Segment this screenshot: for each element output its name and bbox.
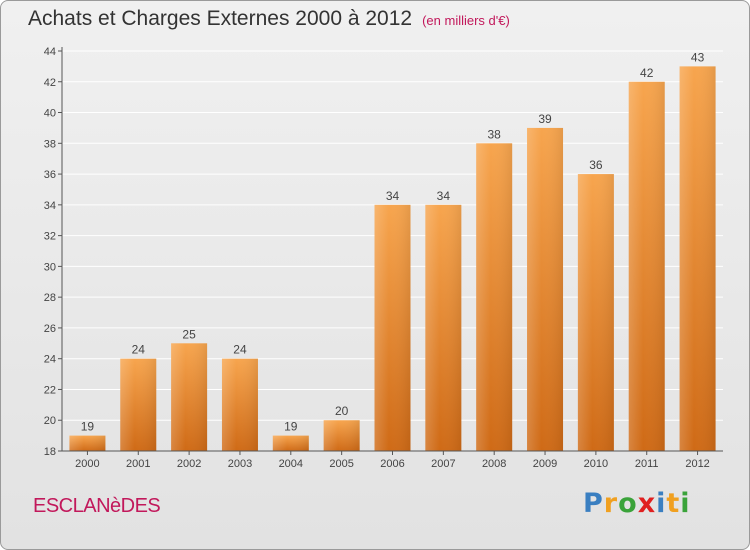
value-label-2005: 20 [335,404,349,418]
logo-letter: i [656,488,667,519]
logo-letter: o [618,488,638,519]
bar-shine-2001 [120,358,157,451]
y-tick-label-28: 28 [44,292,56,304]
logo-letter: i [680,488,691,519]
logo-letter: t [666,488,681,519]
y-tick-label-44: 44 [44,46,56,58]
y-tick-label-20: 20 [44,415,56,427]
y-tick-label-40: 40 [44,108,56,120]
x-tick-label-2009: 2009 [533,458,557,470]
bar-shine-2005 [323,420,360,451]
x-tick-label-2011: 2011 [635,458,659,470]
bar-shine-2008 [476,143,513,452]
value-label-2011: 42 [640,66,654,80]
x-tick-label-2004: 2004 [279,458,303,470]
value-label-2010: 36 [589,158,603,172]
x-tick-label-2005: 2005 [329,458,353,470]
y-tick-label-38: 38 [44,138,56,150]
x-tick-label-2003: 2003 [228,458,252,470]
logo-letter: P [583,488,604,519]
bar-shine-2002 [171,343,208,451]
y-tick-label-34: 34 [44,200,56,212]
x-tick-label-2001: 2001 [126,458,150,470]
y-tick-label-24: 24 [44,354,56,366]
bar-shine-2009 [527,127,564,451]
x-tick-label-2006: 2006 [380,458,404,470]
x-tick-label-2012: 2012 [685,458,709,470]
x-tick-label-2008: 2008 [482,458,506,470]
y-tick-label-36: 36 [44,169,56,181]
x-tick-label-2007: 2007 [431,458,455,470]
value-label-2001: 24 [132,343,146,357]
bar-shine-2007 [425,204,462,451]
bar-shine-2010 [577,174,614,452]
bar-shine-2000 [69,435,106,451]
title-text: Achats et Charges Externes 2000 à 2012 [28,7,413,30]
value-label-2008: 38 [488,127,502,141]
y-tick-label-26: 26 [44,323,56,335]
commune-name: ESCLANèDES [33,495,161,517]
y-tick-label-32: 32 [44,231,56,243]
x-tick-label-2000: 2000 [75,458,99,470]
logo-letter: r [603,488,619,519]
y-tick-label-42: 42 [44,77,56,89]
bar-shine-2003 [221,358,258,451]
value-label-2002: 25 [182,327,196,341]
value-label-2006: 34 [386,189,400,203]
value-label-2003: 24 [233,343,247,357]
value-label-2007: 34 [437,189,451,203]
proxiti-logo[interactable]: Proxiti [583,488,691,519]
bar-shine-2006 [374,204,411,451]
value-label-2012: 43 [691,50,705,64]
chart-title: Achats et Charges Externes 2000 à 2012 (e… [28,7,510,31]
x-tick-label-2010: 2010 [584,458,608,470]
bar-shine-2011 [628,81,665,452]
y-tick-label-18: 18 [44,446,56,458]
x-tick-label-2002: 2002 [177,458,201,470]
bar-shine-2004 [272,435,309,451]
chart-subtitle: (en milliers d'€) [422,13,510,28]
logo-letter: x [637,488,657,519]
y-tick-label-22: 22 [44,384,56,396]
value-label-2004: 19 [284,420,298,434]
value-label-2000: 19 [81,420,95,434]
y-tick-label-30: 30 [44,261,56,273]
bar-shine-2012 [679,66,716,451]
value-label-2009: 39 [538,112,552,126]
